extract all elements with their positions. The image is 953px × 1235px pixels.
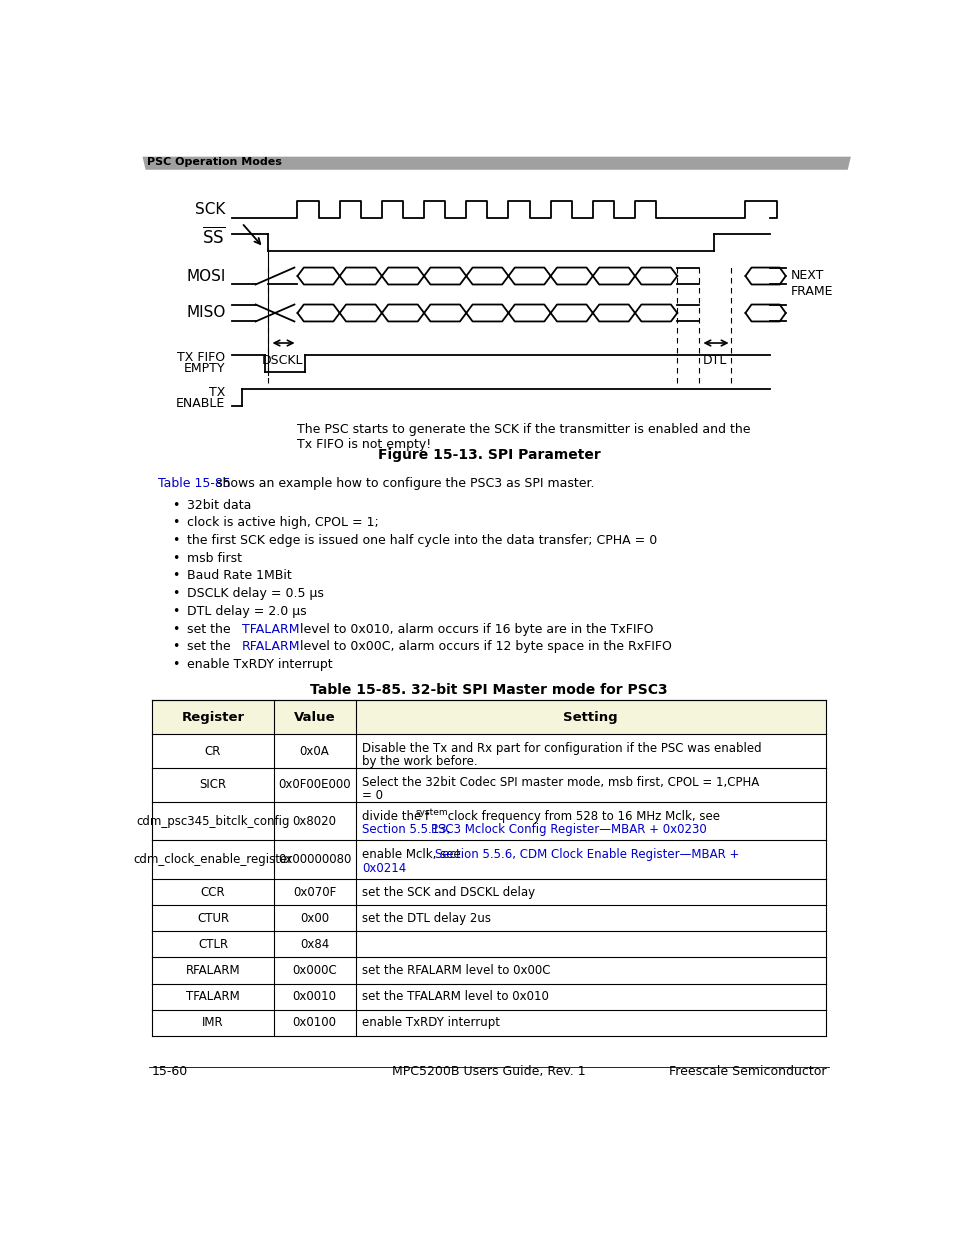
Text: $\overline{\mathsf{SS}}$: $\overline{\mathsf{SS}}$ [202, 226, 225, 247]
Text: DSCKL: DSCKL [262, 353, 303, 367]
Text: set the RFALARM level to 0x00C: set the RFALARM level to 0x00C [361, 965, 550, 977]
Text: 0x00000080: 0x00000080 [277, 853, 351, 866]
Text: 32bit data: 32bit data [187, 499, 252, 511]
Text: 0x8020: 0x8020 [293, 815, 336, 827]
Text: ENABLE: ENABLE [176, 396, 225, 410]
Text: 0x00: 0x00 [299, 911, 329, 925]
Text: Value: Value [294, 710, 335, 724]
Bar [152, 1010, 825, 1036]
Bar [152, 734, 825, 768]
Text: 0x000C: 0x000C [292, 965, 336, 977]
Text: 0x0A: 0x0A [299, 745, 329, 757]
Text: Figure 15-13. SPI Parameter: Figure 15-13. SPI Parameter [377, 448, 599, 462]
Text: cdm_psc345_bitclk_config: cdm_psc345_bitclk_config [136, 815, 290, 827]
Bar [152, 905, 825, 931]
Text: Tx FIFO is not empty!: Tx FIFO is not empty! [297, 438, 432, 452]
Text: SCK: SCK [194, 201, 225, 216]
Text: MISO: MISO [186, 305, 225, 320]
Bar [152, 879, 825, 905]
Text: 0x070F: 0x070F [293, 885, 335, 899]
Text: set the SCK and DSCKL delay: set the SCK and DSCKL delay [361, 885, 535, 899]
Text: •: • [172, 516, 179, 530]
Text: by the work before.: by the work before. [361, 755, 476, 768]
Text: divide the f: divide the f [361, 810, 429, 823]
Text: shows an example how to configure the PSC3 as SPI master.: shows an example how to configure the PS… [212, 477, 594, 490]
Bar [152, 841, 825, 879]
Text: TX FIFO: TX FIFO [177, 351, 225, 364]
Text: •: • [172, 499, 179, 511]
Bar [152, 957, 825, 983]
Text: set the: set the [187, 622, 234, 636]
Text: system: system [415, 808, 448, 818]
Bar [152, 931, 825, 957]
Text: enable TxRDY interrupt: enable TxRDY interrupt [187, 658, 333, 671]
Text: CTLR: CTLR [198, 937, 228, 951]
Text: Register: Register [181, 710, 244, 724]
Text: level to 0x00C, alarm occurs if 12 byte space in the RxFIFO: level to 0x00C, alarm occurs if 12 byte … [295, 640, 671, 653]
Text: TFALARM: TFALARM [186, 990, 239, 1003]
Polygon shape [142, 157, 850, 169]
Text: Table 15-85. 32-bit SPI Master mode for PSC3: Table 15-85. 32-bit SPI Master mode for … [310, 683, 667, 698]
Text: •: • [172, 658, 179, 671]
Bar [152, 768, 825, 802]
Text: •: • [172, 605, 179, 618]
Text: CTUR: CTUR [196, 911, 229, 925]
Text: enable Mclk, see: enable Mclk, see [361, 848, 464, 861]
Text: clock is active high, CPOL = 1;: clock is active high, CPOL = 1; [187, 516, 378, 530]
Text: 0x84: 0x84 [299, 937, 329, 951]
Text: NEXT
FRAME: NEXT FRAME [790, 269, 832, 299]
Text: set the: set the [187, 640, 234, 653]
Text: TX: TX [209, 385, 225, 399]
Text: 0x0010: 0x0010 [293, 990, 336, 1003]
Text: DTL delay = 2.0 μs: DTL delay = 2.0 μs [187, 605, 307, 618]
Text: Table 15-85: Table 15-85 [158, 477, 231, 490]
Text: cdm_clock_enable_register: cdm_clock_enable_register [133, 853, 293, 866]
Text: msb first: msb first [187, 552, 242, 564]
Text: CCR: CCR [200, 885, 225, 899]
Text: TFALARM: TFALARM [241, 622, 299, 636]
Text: Select the 32bit Codec SPI master mode, msb first, CPOL = 1,CPHA: Select the 32bit Codec SPI master mode, … [361, 776, 759, 789]
Text: CR: CR [205, 745, 221, 757]
Text: •: • [172, 552, 179, 564]
Bar [152, 802, 825, 841]
Text: Setting: Setting [562, 710, 618, 724]
Text: 0x0F00E000: 0x0F00E000 [278, 778, 351, 792]
Text: Disable the Tx and Rx part for configuration if the PSC was enabled: Disable the Tx and Rx part for configura… [361, 742, 760, 755]
Bar [152, 700, 825, 734]
Text: DSCLK delay = 0.5 μs: DSCLK delay = 0.5 μs [187, 587, 324, 600]
Text: Section 5.5.13,: Section 5.5.13, [361, 824, 454, 836]
Text: SICR: SICR [199, 778, 227, 792]
Text: 0x0214: 0x0214 [361, 862, 406, 874]
Text: Section 5.5.6, CDM Clock Enable Register—MBAR +: Section 5.5.6, CDM Clock Enable Register… [435, 848, 739, 861]
Text: PSC Operation Modes: PSC Operation Modes [147, 157, 282, 167]
Text: MOSI: MOSI [186, 268, 225, 284]
Text: the first SCK edge is issued one half cycle into the data transfer; CPHA = 0: the first SCK edge is issued one half cy… [187, 534, 657, 547]
Text: •: • [172, 534, 179, 547]
Text: 0x0100: 0x0100 [293, 1016, 336, 1030]
Text: RFALARM: RFALARM [241, 640, 300, 653]
Text: IMR: IMR [202, 1016, 224, 1030]
Text: Freescale Semiconductor: Freescale Semiconductor [668, 1065, 825, 1078]
Text: set the DTL delay 2us: set the DTL delay 2us [361, 911, 490, 925]
Text: •: • [172, 587, 179, 600]
Text: 15-60: 15-60 [152, 1065, 188, 1078]
Text: set the TFALARM level to 0x010: set the TFALARM level to 0x010 [361, 990, 548, 1003]
Text: •: • [172, 569, 179, 583]
Text: MPC5200B Users Guide, Rev. 1: MPC5200B Users Guide, Rev. 1 [392, 1065, 585, 1078]
Text: PSC3 Mclock Config Register—MBAR + 0x0230: PSC3 Mclock Config Register—MBAR + 0x023… [431, 824, 706, 836]
Text: enable TxRDY interrupt: enable TxRDY interrupt [361, 1016, 499, 1030]
Text: Baud Rate 1MBit: Baud Rate 1MBit [187, 569, 292, 583]
Text: level to 0x010, alarm occurs if 16 byte are in the TxFIFO: level to 0x010, alarm occurs if 16 byte … [295, 622, 653, 636]
Bar [152, 983, 825, 1010]
Text: EMPTY: EMPTY [184, 362, 225, 375]
Text: RFALARM: RFALARM [186, 965, 240, 977]
Text: The PSC starts to generate the SCK if the transmitter is enabled and the: The PSC starts to generate the SCK if th… [297, 424, 750, 436]
Text: clock frequency from 528 to 16 MHz Mclk, see: clock frequency from 528 to 16 MHz Mclk,… [443, 810, 720, 823]
Text: •: • [172, 640, 179, 653]
Text: DTL: DTL [702, 353, 726, 367]
Text: = 0: = 0 [361, 789, 382, 802]
Text: •: • [172, 622, 179, 636]
